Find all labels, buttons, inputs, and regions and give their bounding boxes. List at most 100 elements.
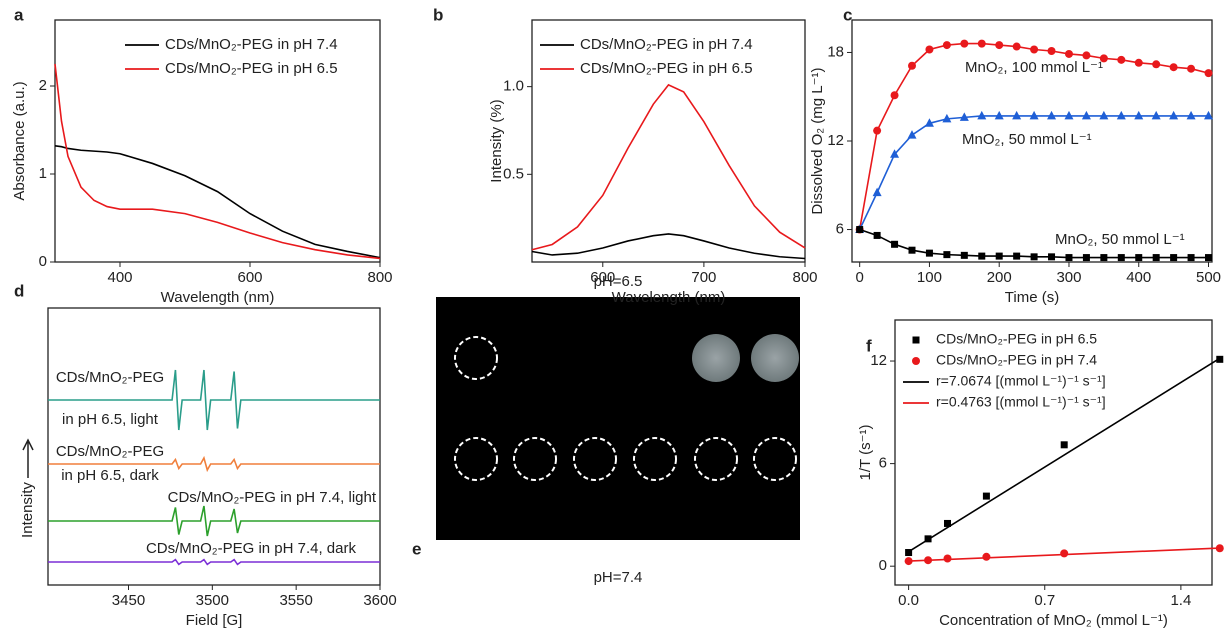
marker (890, 91, 899, 100)
legend-label: CDs/MnO₂-PEG in pH 6.5 (936, 331, 1097, 347)
series-line (48, 558, 380, 566)
series-line (908, 357, 1221, 553)
marker (1099, 110, 1109, 120)
x-tick-label: 200 (987, 269, 1012, 286)
sample-circle (454, 336, 498, 380)
y-tick-label: 18 (827, 43, 844, 60)
marker (994, 110, 1004, 120)
marker (1013, 252, 1021, 260)
legend-label: CDs/MnO₂-PEG (56, 369, 164, 386)
x-tick-label: 500 (1196, 269, 1221, 286)
x-tick-label: 400 (107, 269, 132, 286)
x-tick-label: 3550 (279, 592, 312, 609)
marker (1152, 254, 1160, 262)
marker (1169, 63, 1178, 72)
series-line (908, 547, 1220, 562)
x-tick-label: 800 (792, 269, 817, 286)
marker (959, 112, 969, 121)
panel-label: c (843, 5, 852, 24)
sample-circle (454, 437, 498, 481)
series-line (54, 145, 381, 259)
marker (925, 249, 933, 257)
plot-frame (47, 307, 381, 586)
x-tick-label: 700 (691, 269, 716, 286)
y-axis-label: Intensity (%) (488, 99, 505, 182)
x-tick-label: 100 (917, 269, 942, 286)
marker (1081, 110, 1091, 120)
x-tick-label: 600 (590, 269, 615, 286)
legend-label: MnO₂, 100 mmol L⁻¹ (965, 59, 1103, 76)
marker (856, 226, 864, 234)
x-tick-label: 300 (1056, 269, 1081, 286)
mri-image (436, 297, 800, 540)
marker (1204, 69, 1213, 78)
y-tick-label: 1 (39, 165, 47, 182)
marker (960, 39, 969, 48)
marker (1029, 110, 1039, 120)
marker (1117, 254, 1125, 262)
x-axis-label: Wavelength (nm) (161, 289, 275, 306)
series-line (48, 455, 380, 473)
marker (1060, 549, 1069, 558)
marker (907, 130, 917, 139)
x-tick-label: 3600 (363, 592, 396, 609)
marker (977, 39, 986, 48)
plot-frame (531, 19, 806, 263)
x-tick-label: 800 (367, 269, 392, 286)
marker (908, 246, 916, 254)
marker (1187, 254, 1195, 262)
marker (1047, 110, 1057, 120)
panel-label: e (412, 539, 421, 558)
marker (1152, 60, 1161, 69)
marker (1134, 58, 1143, 67)
y-axis-label: Absorbance (a.u.) (11, 81, 28, 200)
y-tick-label: 0 (879, 557, 887, 574)
x-tick-label: 3500 (196, 592, 229, 609)
y-axis-label: 1/T (s⁻¹) (857, 425, 874, 481)
marker (1151, 110, 1161, 120)
marker (1134, 110, 1144, 120)
legend-swatch (912, 357, 920, 365)
marker (1116, 110, 1126, 120)
marker (960, 251, 968, 259)
marker (1205, 254, 1213, 262)
legend-label: CDs/MnO₂-PEG in pH 7.4, light (168, 489, 377, 506)
series-line (54, 63, 381, 260)
y-tick-label: 0.5 (503, 165, 524, 182)
y-tick-label: 1.0 (503, 78, 524, 95)
marker (995, 41, 1004, 50)
marker (942, 113, 952, 123)
legend-label: CDs/MnO₂-PEG in pH 7.4 (580, 36, 753, 53)
plot-frame (54, 19, 381, 263)
marker (1060, 441, 1068, 449)
marker (1030, 253, 1038, 261)
panel-e: pH=6.5 pH=7.4 e (412, 273, 800, 586)
marker (1169, 110, 1179, 120)
marker (1064, 49, 1073, 58)
y-tick-label: 0 (39, 253, 47, 270)
marker (1135, 254, 1143, 262)
marker (891, 240, 899, 248)
marker (1048, 253, 1056, 261)
marker (944, 519, 952, 527)
series-line (531, 233, 806, 260)
y-axis-label: Intensity (19, 482, 36, 538)
marker (943, 554, 952, 563)
marker (1030, 45, 1039, 54)
series-line (48, 369, 380, 431)
plot-frame (894, 319, 1213, 586)
marker (908, 61, 916, 70)
marker (905, 549, 913, 557)
legend-label: CDs/MnO₂-PEG in pH 7.4, dark (146, 540, 357, 557)
marker (977, 110, 987, 120)
legend-label: MnO₂, 50 mmol L⁻¹ (1055, 231, 1185, 248)
bright-sample (692, 334, 740, 382)
y-tick-label: 6 (879, 455, 887, 472)
x-tick-label: 0.0 (898, 592, 919, 609)
legend-label: CDs/MnO₂-PEG in pH 6.5 (580, 60, 753, 77)
x-axis-label: Time (s) (1005, 289, 1059, 306)
x-axis-label: Wavelength (nm) (612, 289, 726, 306)
panel-label: d (14, 281, 24, 300)
marker (924, 118, 934, 127)
